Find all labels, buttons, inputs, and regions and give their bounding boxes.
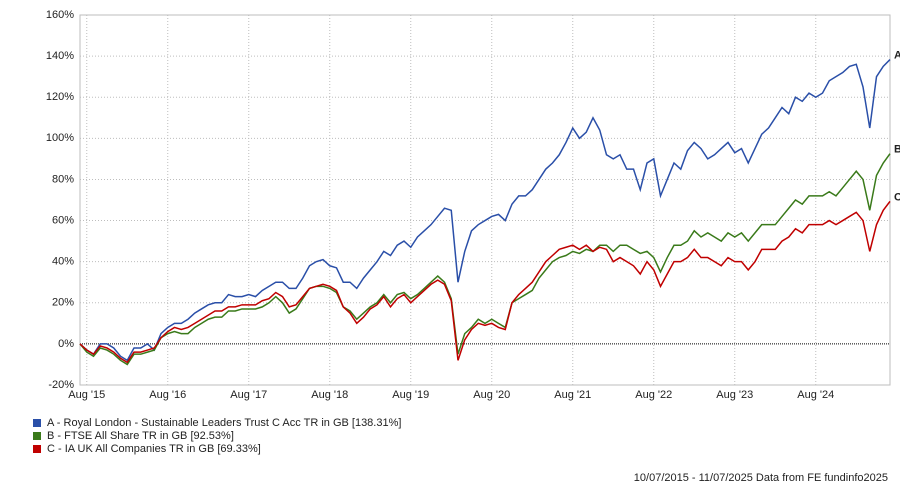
y-tick-label: 20% [52,297,74,309]
x-tick-label: Aug '21 [554,389,591,401]
y-tick-label: 80% [52,173,74,185]
legend-swatch [33,432,41,440]
y-tick-label: 140% [46,50,74,62]
legend-swatch [33,419,41,427]
x-tick-label: Aug '22 [635,389,672,401]
legend-swatch [33,445,41,453]
end-label: A [894,49,900,61]
x-tick-label: Aug '19 [392,389,429,401]
x-tick-label: Aug '15 [68,389,105,401]
series-line [79,59,891,362]
plot-frame [79,14,891,386]
x-tick-label: Aug '23 [716,389,753,401]
y-tick-label: 100% [46,132,74,144]
x-tick-label: Aug '17 [230,389,267,401]
y-tick-label: 120% [46,91,74,103]
series-line [79,153,891,366]
y-tick-label: 60% [52,214,74,226]
end-label: B [894,144,900,156]
y-tick-label: -20% [48,379,74,391]
x-tick-label: Aug '16 [149,389,186,401]
legend-label: A - Royal London - Sustainable Leaders T… [47,417,401,429]
x-tick-label: Aug '18 [311,389,348,401]
source-note: 10/07/2015 - 11/07/2025 Data from FE fun… [634,472,888,484]
x-tick-label: Aug '24 [797,389,834,401]
series-line [79,200,891,364]
x-tick-label: Aug '20 [473,389,510,401]
end-label: C [894,191,900,203]
y-tick-label: 160% [46,9,74,21]
y-tick-label: 0% [58,338,74,350]
legend-label: B - FTSE All Share TR in GB [92.53%] [47,430,234,442]
legend-label: C - IA UK All Companies TR in GB [69.33%… [47,443,261,455]
y-tick-label: 40% [52,256,74,268]
